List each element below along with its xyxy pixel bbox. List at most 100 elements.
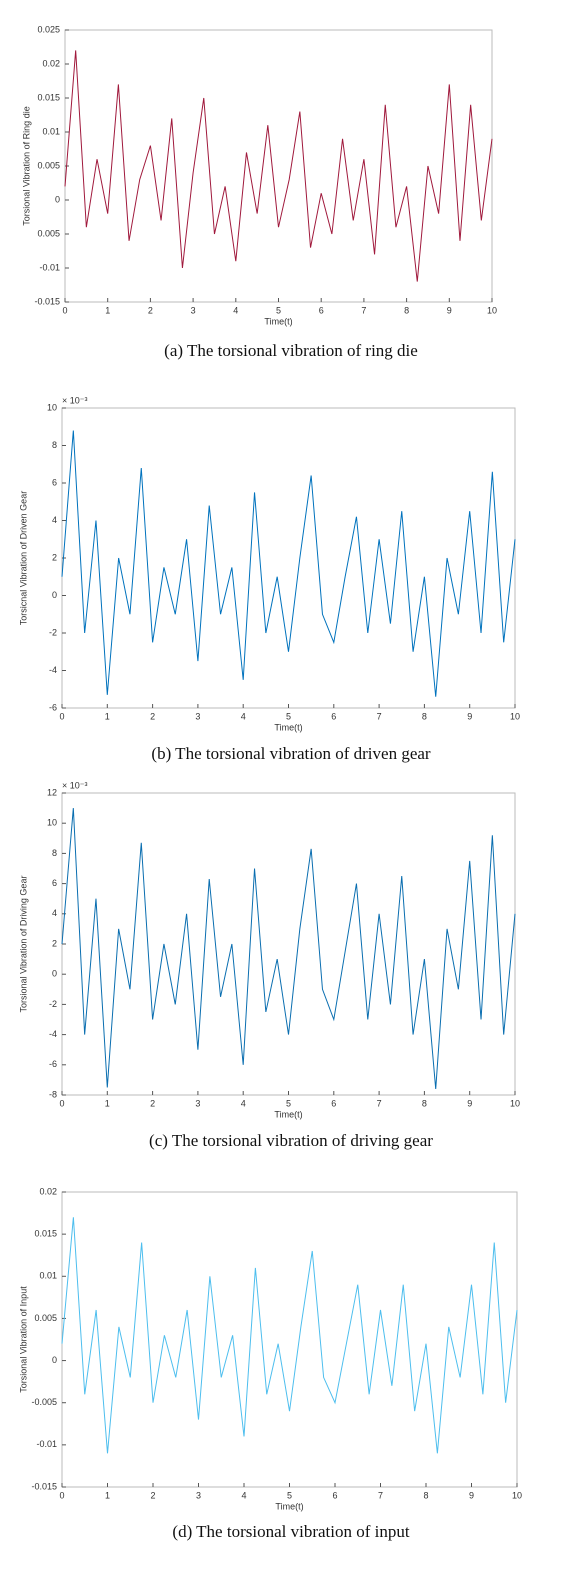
- y-tick-label: -4: [49, 1029, 57, 1039]
- x-tick-label: 1: [105, 711, 110, 721]
- y-tick-label: -4: [49, 665, 57, 675]
- y-tick-label: 2: [52, 552, 57, 562]
- x-tick-label: 2: [150, 1098, 155, 1108]
- y-tick-label: 0.015: [37, 92, 60, 102]
- x-tick-label: 2: [148, 305, 153, 315]
- caption: (a) The torsional vibration of ring die: [164, 341, 418, 360]
- caption: (d) The torsional vibration of input: [172, 1522, 409, 1541]
- x-tick-label: 3: [195, 1098, 200, 1108]
- x-tick-label: 3: [195, 711, 200, 721]
- x-tick-label: 6: [332, 1490, 337, 1500]
- y-axis-label: Torsional Vibration of Ring die: [21, 106, 31, 225]
- axes-box: [61, 407, 516, 709]
- y-tick-label: 0: [55, 194, 60, 204]
- x-tick-label: 10: [512, 1490, 522, 1500]
- y-multiplier: × 10⁻³: [62, 780, 88, 790]
- y-tick-label: 0.02: [39, 1186, 57, 1196]
- x-tick-label: 4: [241, 1490, 246, 1500]
- y-tick-label: 0.02: [42, 58, 60, 68]
- y-tick-label: -0.01: [36, 1439, 57, 1449]
- y-tick-label: 2: [52, 938, 57, 948]
- x-tick-label: 1: [105, 1098, 110, 1108]
- y-tick-label: 6: [52, 878, 57, 888]
- y-tick-label: -6: [49, 702, 57, 712]
- y-tick-label: -0.005: [31, 1397, 57, 1407]
- y-tick-label: -6: [49, 1059, 57, 1069]
- x-tick-label: 1: [105, 1490, 110, 1500]
- x-axis-label: Time(t): [274, 722, 302, 732]
- y-tick-label: -2: [49, 999, 57, 1009]
- x-tick-label: 7: [361, 305, 366, 315]
- y-tick-label: 0.005: [37, 228, 60, 238]
- x-tick-label: 0: [62, 305, 67, 315]
- x-tick-label: 3: [196, 1490, 201, 1500]
- y-tick-label: 6: [52, 477, 57, 487]
- x-tick-label: 10: [510, 1098, 520, 1108]
- x-tick-label: 2: [150, 1490, 155, 1500]
- x-tick-label: 6: [331, 711, 336, 721]
- y-tick-label: 0.01: [42, 126, 60, 136]
- y-tick-label: 8: [52, 440, 57, 450]
- y-tick-label: 0.005: [34, 1313, 57, 1323]
- y-tick-label: -2: [49, 627, 57, 637]
- y-tick-label: 12: [47, 787, 57, 797]
- signal-line: [64, 50, 493, 282]
- x-tick-label: 4: [241, 1098, 246, 1108]
- y-tick-label: 4: [52, 908, 57, 918]
- y-tick-label: 10: [47, 402, 57, 412]
- caption: (b) The torsional vibration of driven ge…: [151, 744, 430, 763]
- x-tick-label: 0: [59, 711, 64, 721]
- caption: (c) The torsional vibration of driving g…: [149, 1131, 433, 1150]
- x-tick-label: 9: [447, 305, 452, 315]
- y-multiplier: × 10⁻³: [62, 395, 88, 405]
- x-tick-label: 10: [510, 711, 520, 721]
- y-tick-label: 10: [47, 818, 57, 828]
- x-tick-label: 5: [276, 305, 281, 315]
- x-tick-label: 7: [377, 711, 382, 721]
- y-tick-label: -0.01: [39, 262, 60, 272]
- x-tick-label: 5: [286, 711, 291, 721]
- y-axis-label: Torsional Vibration of Input: [18, 1286, 28, 1393]
- x-tick-label: 0: [59, 1098, 64, 1108]
- x-tick-label: 5: [287, 1490, 292, 1500]
- y-axis-label: Torsicnal Vibration of Driven Gear: [18, 491, 28, 625]
- y-tick-label: 0: [52, 969, 57, 979]
- x-tick-label: 9: [467, 711, 472, 721]
- x-tick-label: 1: [105, 305, 110, 315]
- y-tick-label: 0.015: [34, 1229, 57, 1239]
- x-tick-label: 8: [422, 1098, 427, 1108]
- signal-line: [61, 1217, 518, 1454]
- x-tick-label: 6: [331, 1098, 336, 1108]
- y-tick-label: 0.025: [37, 24, 60, 34]
- y-tick-label: 8: [52, 848, 57, 858]
- x-tick-label: 7: [378, 1490, 383, 1500]
- y-tick-label: 0: [52, 1355, 57, 1365]
- x-tick-label: 4: [241, 711, 246, 721]
- axes-box: [61, 792, 516, 1096]
- x-tick-label: 4: [233, 305, 238, 315]
- x-tick-label: 6: [319, 305, 324, 315]
- x-tick-label: 8: [404, 305, 409, 315]
- x-tick-label: 10: [487, 305, 497, 315]
- y-tick-label: 0.005: [37, 160, 60, 170]
- y-tick-label: -0.015: [34, 296, 60, 306]
- x-tick-label: 2: [150, 711, 155, 721]
- x-tick-label: 8: [422, 711, 427, 721]
- x-axis-label: Time(t): [264, 316, 292, 326]
- y-tick-label: -0.015: [31, 1481, 57, 1491]
- x-tick-label: 3: [191, 305, 196, 315]
- y-tick-label: -8: [49, 1089, 57, 1099]
- x-axis-label: Time(t): [275, 1501, 303, 1511]
- axes-box: [61, 1191, 518, 1488]
- axes-box: [64, 29, 493, 303]
- y-axis-label: Torsional Vibration of Driving Gear: [18, 876, 28, 1013]
- x-tick-label: 7: [377, 1098, 382, 1108]
- y-tick-label: 0.01: [39, 1271, 57, 1281]
- y-tick-label: 4: [52, 515, 57, 525]
- x-tick-label: 5: [286, 1098, 291, 1108]
- x-tick-label: 0: [59, 1490, 64, 1500]
- y-tick-label: 0: [52, 590, 57, 600]
- x-axis-label: Time(t): [274, 1109, 302, 1119]
